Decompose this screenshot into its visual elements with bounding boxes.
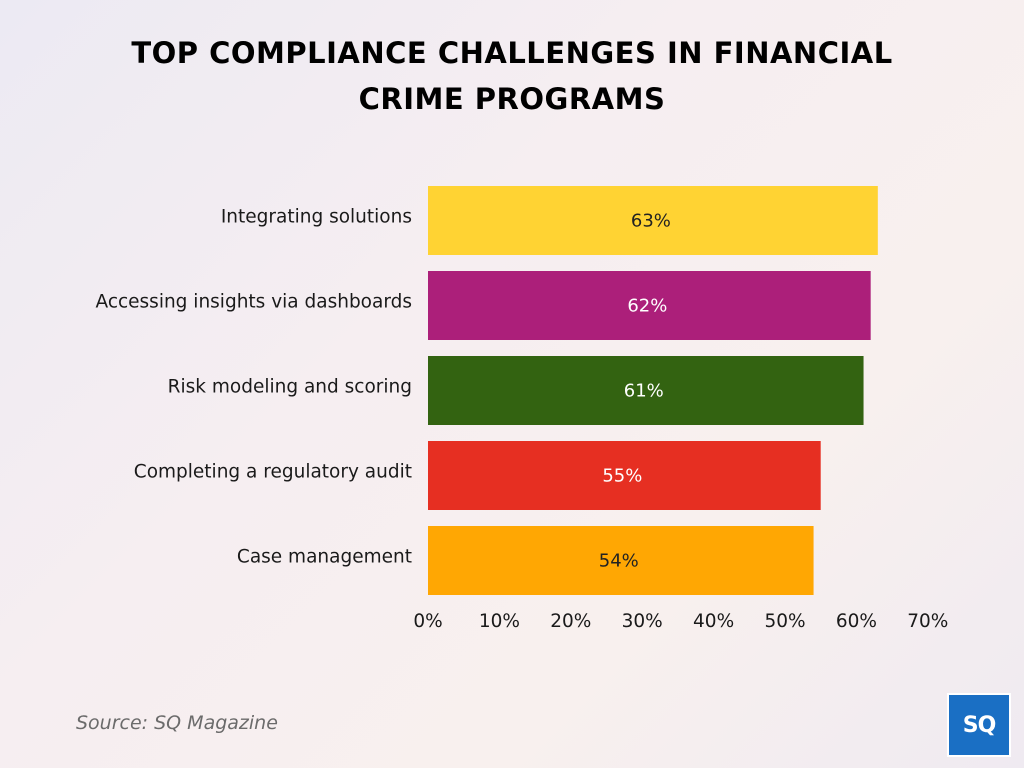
x-tick-label-4: 30% [622, 611, 663, 632]
x-tick-label-2: 10% [479, 611, 520, 632]
x-tick-label-3: 20% [550, 611, 591, 632]
bar-5 [428, 526, 814, 595]
x-tick-label-5: 40% [693, 611, 734, 632]
x-tick-label-6: 50% [764, 611, 805, 632]
category-label-4: Completing a regulatory audit [134, 462, 412, 483]
value-label-1: 63% [631, 211, 671, 232]
x-tick-label-8: 70% [907, 611, 948, 632]
x-tick-label-1: 0% [413, 611, 442, 632]
category-label-3: Risk modeling and scoring [168, 377, 412, 398]
category-label-5: Case management [237, 547, 412, 568]
bar-4 [428, 441, 821, 510]
category-label-2: Accessing insights via dashboards [95, 292, 412, 313]
source-note: Source: SQ Magazine [76, 712, 278, 734]
bar-1 [428, 186, 878, 255]
bar-3 [428, 356, 864, 425]
value-label-2: 62% [627, 296, 667, 317]
value-label-5: 54% [599, 551, 639, 572]
chart-title: TOP COMPLIANCE CHALLENGES IN FINANCIAL C… [0, 30, 1024, 122]
value-label-3: 61% [624, 381, 664, 402]
chart-title-line-1: TOP COMPLIANCE CHALLENGES IN FINANCIAL [131, 36, 893, 70]
logo-text: SQ [962, 712, 997, 738]
sq-logo: SQ [947, 693, 1011, 757]
x-tick-label-7: 60% [836, 611, 877, 632]
category-label-1: Integrating solutions [221, 207, 412, 228]
value-label-4: 55% [602, 466, 642, 487]
chart-title-line-2: CRIME PROGRAMS [358, 82, 666, 116]
bar-2 [428, 271, 871, 340]
